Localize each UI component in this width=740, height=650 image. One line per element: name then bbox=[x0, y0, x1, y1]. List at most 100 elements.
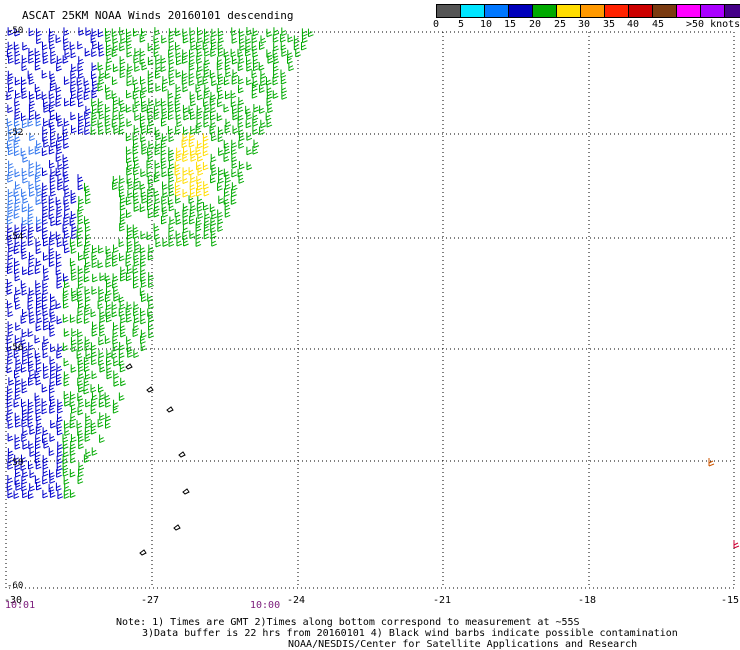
wind-barb bbox=[237, 84, 244, 94]
wind-barb bbox=[35, 377, 42, 386]
wind-barb bbox=[140, 315, 146, 325]
wind-barb bbox=[120, 377, 126, 387]
wind-barb bbox=[141, 62, 148, 71]
wind-barb bbox=[91, 48, 97, 58]
wind-barb bbox=[77, 216, 84, 225]
wind-barb bbox=[43, 118, 49, 127]
wind-barb bbox=[237, 104, 244, 113]
wind-barb bbox=[63, 378, 70, 387]
wind-barb bbox=[175, 195, 181, 204]
lat-lon-grid bbox=[5, 31, 735, 589]
wind-barb bbox=[259, 105, 265, 114]
wind-barb bbox=[35, 356, 42, 366]
wind-barb bbox=[77, 224, 84, 234]
wind-barb bbox=[126, 238, 133, 247]
wind-barb bbox=[63, 448, 69, 458]
wind-barb bbox=[15, 482, 22, 491]
wind-barb bbox=[161, 83, 168, 92]
wind-barb bbox=[34, 62, 41, 71]
wind-barb bbox=[90, 384, 97, 393]
wind-barb bbox=[78, 27, 85, 36]
wind-barb bbox=[56, 315, 63, 325]
wind-barb bbox=[99, 434, 105, 443]
wind-barb bbox=[7, 454, 14, 463]
wind-barb bbox=[77, 336, 84, 345]
wind-barb bbox=[245, 48, 251, 57]
wind-barb bbox=[42, 216, 48, 226]
wind-barb bbox=[217, 216, 224, 225]
wind-barb bbox=[246, 132, 253, 141]
wind-barb bbox=[63, 140, 69, 149]
wind-barb bbox=[161, 133, 168, 142]
wind-barb bbox=[154, 70, 161, 79]
wind-barb bbox=[139, 56, 146, 65]
wind-barb bbox=[21, 203, 28, 213]
wind-barb bbox=[196, 105, 203, 114]
wind-barb bbox=[91, 447, 98, 456]
wind-barb bbox=[113, 357, 119, 367]
wind-barb bbox=[99, 308, 106, 318]
wind-barb bbox=[36, 28, 42, 37]
wind-barb bbox=[91, 370, 98, 380]
wind-barb bbox=[112, 405, 119, 414]
wind-barb bbox=[69, 258, 76, 267]
wind-barb bbox=[197, 196, 203, 205]
wind-barb bbox=[71, 405, 77, 414]
wind-barb bbox=[133, 125, 140, 134]
wind-barb bbox=[27, 419, 34, 428]
wind-barb bbox=[196, 55, 202, 64]
wind-barb bbox=[281, 48, 288, 57]
wind-barb bbox=[161, 160, 167, 170]
wind-barb bbox=[112, 258, 118, 267]
wind-barb bbox=[56, 63, 62, 72]
wind-barb bbox=[245, 119, 252, 129]
wind-barb bbox=[196, 111, 203, 120]
wind-barb bbox=[42, 209, 48, 219]
wind-barb bbox=[174, 182, 181, 191]
wind-barb bbox=[99, 70, 106, 79]
wind-barb bbox=[118, 238, 125, 248]
wind-barb bbox=[182, 209, 189, 218]
wind-barb bbox=[22, 427, 28, 437]
wind-barb bbox=[57, 343, 64, 353]
wind-barb bbox=[239, 42, 246, 51]
wind-barb bbox=[119, 175, 125, 184]
wind-barb bbox=[28, 342, 34, 351]
wind-barb bbox=[76, 315, 83, 324]
wind-barb bbox=[85, 118, 91, 128]
wind-barb bbox=[83, 91, 90, 101]
wind-barb bbox=[21, 419, 28, 428]
wind-barb bbox=[239, 35, 245, 45]
wind-barb bbox=[211, 132, 217, 142]
wind-barb bbox=[78, 363, 84, 373]
wind-barb bbox=[35, 434, 41, 443]
wind-barb bbox=[62, 434, 69, 443]
wind-barb bbox=[50, 132, 56, 141]
wind-barb bbox=[132, 76, 139, 86]
wind-barb bbox=[43, 139, 49, 148]
wind-barb bbox=[84, 301, 91, 310]
wind-barb bbox=[146, 125, 153, 134]
wind-barb bbox=[224, 181, 231, 190]
wind-barb bbox=[49, 237, 55, 246]
wind-barb bbox=[55, 34, 62, 44]
wind-barb bbox=[91, 259, 98, 268]
wind-barb bbox=[281, 84, 287, 94]
wind-barb bbox=[70, 195, 77, 204]
wind-barb bbox=[246, 63, 252, 72]
wind-barb bbox=[29, 188, 35, 197]
wind-barb bbox=[111, 301, 118, 311]
wind-barb bbox=[35, 406, 42, 415]
wind-barb bbox=[99, 364, 106, 373]
wind-barb bbox=[112, 175, 119, 185]
wind-barb bbox=[35, 245, 42, 255]
contaminated-barb bbox=[146, 386, 154, 393]
wind-barb bbox=[231, 35, 238, 44]
wind-barb bbox=[14, 111, 21, 120]
wind-barb bbox=[209, 69, 216, 79]
wind-barb bbox=[50, 125, 56, 134]
wind-barb bbox=[218, 175, 224, 184]
wind-barb bbox=[126, 77, 133, 87]
wind-barb bbox=[78, 125, 84, 135]
wind-barb bbox=[8, 160, 14, 170]
